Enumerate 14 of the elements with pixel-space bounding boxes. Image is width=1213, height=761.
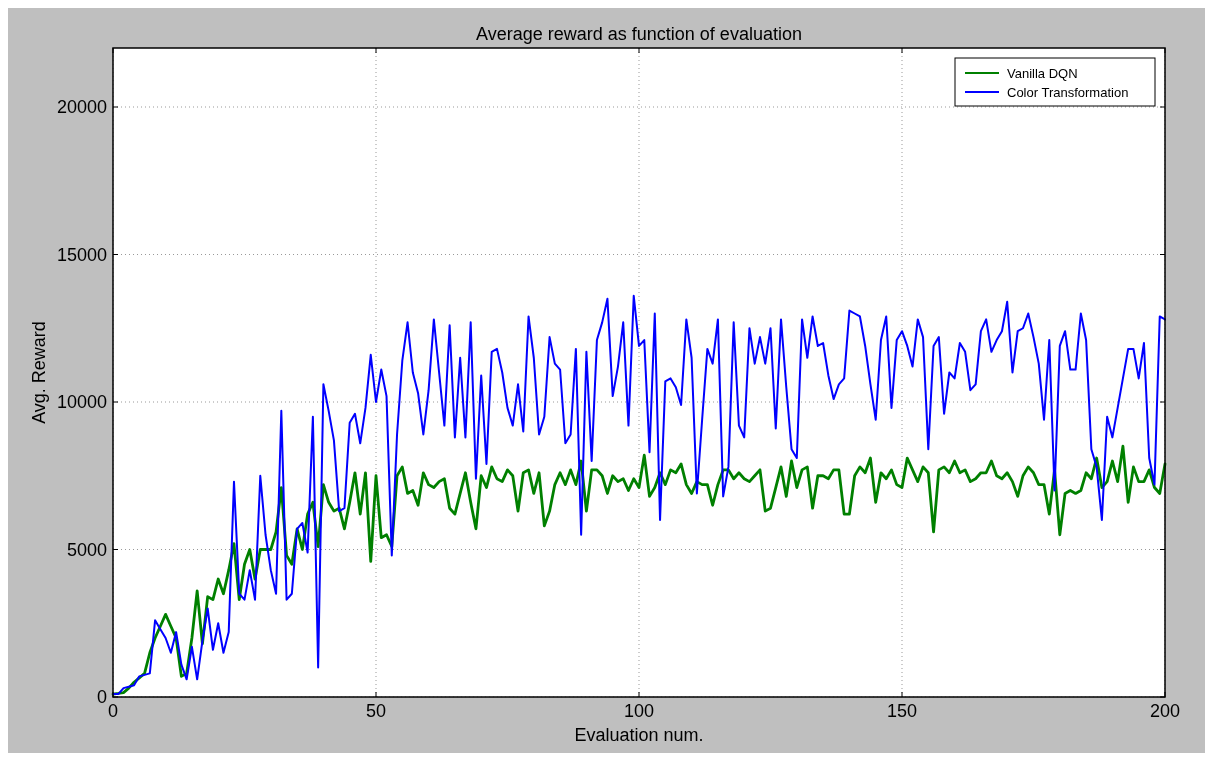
legend-label: Color Transformation [1007,84,1129,100]
y-tick-label: 20000 [56,97,107,118]
x-tick-label: 150 [886,701,918,721]
legend-label: Vanilla DQN [1007,65,1078,81]
x-tick-label: 100 [623,701,655,721]
y-tick-label: 0 [96,687,107,708]
x-tick-label: 200 [1149,701,1181,721]
y-tick-label: 10000 [56,392,107,413]
y-axis-title: Avg. Reward [29,321,49,424]
y-tick-label: 15000 [56,244,107,265]
x-tick-label: 50 [365,701,387,721]
y-tick-label: 5000 [66,539,107,560]
x-axis-title: Evaluation num. [574,725,704,745]
chart-title: Average reward as function of evaluation [476,24,802,44]
